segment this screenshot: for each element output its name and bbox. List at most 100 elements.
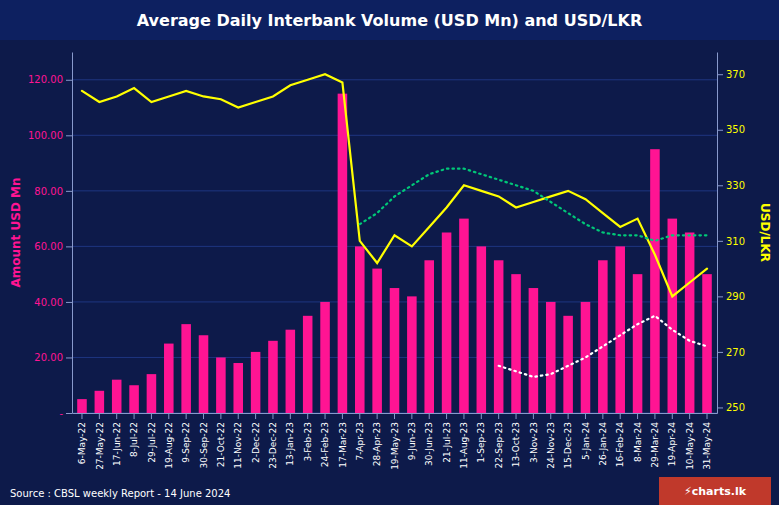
x-tick-label: 2-Dec-22 <box>251 422 261 463</box>
x-tick-mark <box>585 413 586 419</box>
x-tick: 7-Apr-23 <box>355 413 365 460</box>
chart: Average Daily Interbank Volume (USD Mn) … <box>0 0 779 505</box>
x-tick: 10-May-24 <box>685 413 695 470</box>
y-tick-mark <box>66 80 72 81</box>
bar <box>320 302 330 413</box>
y-tick-mark <box>66 413 72 414</box>
bar <box>494 260 504 413</box>
y2-tick-label: 270 <box>726 347 745 358</box>
y2-tick-mark <box>717 130 723 131</box>
bar <box>529 288 539 413</box>
x-tick-mark <box>186 413 187 419</box>
bar <box>95 391 105 413</box>
y-axis-title: Amount USD Mn <box>9 177 23 287</box>
x-tick: 13-Oct-23 <box>511 413 521 467</box>
x-tick-label: 19-Apr-24 <box>667 422 677 466</box>
title-band <box>0 0 779 40</box>
y2-tick-label: 370 <box>726 69 745 80</box>
bar <box>147 374 157 413</box>
x-tick-label: 15-Dec-23 <box>563 422 573 469</box>
bar <box>77 399 87 413</box>
bar <box>511 274 521 413</box>
bar <box>129 385 139 413</box>
plot-area: 6-May-22 27-May-22 17-Jun-22 8-Jul-22 29-Jul… <box>28 53 745 470</box>
bar <box>338 94 348 413</box>
x-tick-mark <box>498 413 499 419</box>
x-tick-mark <box>689 413 690 419</box>
bar <box>251 352 261 413</box>
y2-tick: 370 <box>717 69 745 80</box>
x-tick-mark <box>429 413 430 419</box>
bar <box>286 330 296 413</box>
x-tick: 24-Feb-23 <box>320 413 330 467</box>
bar <box>685 233 695 414</box>
x-tick-label: 13-Jan-23 <box>285 422 295 466</box>
x-tick: 3-Nov-23 <box>529 413 539 463</box>
x-axis: 6-May-22 27-May-22 17-Jun-22 8-Jul-22 29-Jul… <box>73 413 718 470</box>
x-tick-label: 11-Aug-23 <box>459 422 469 469</box>
y-tick-label: 120.00 <box>28 74 63 85</box>
y-tick: 120.00 <box>28 74 72 85</box>
x-tick-mark <box>620 413 621 419</box>
x-tick-mark <box>359 413 360 419</box>
bar <box>372 269 382 413</box>
x-tick-label: 3-Feb-23 <box>303 422 313 462</box>
y2-tick-label: 350 <box>726 124 745 135</box>
y2-tick-mark <box>717 74 723 75</box>
bar <box>216 357 226 413</box>
x-tick-mark <box>654 413 655 419</box>
y2-tick: 330 <box>717 180 745 191</box>
x-tick-label: 7-Apr-23 <box>355 422 365 460</box>
x-tick-label: 24-Nov-23 <box>546 422 556 469</box>
x-tick-label: 8-Jul-22 <box>129 422 139 457</box>
x-tick: 6-May-22 <box>77 413 87 464</box>
y2-tick-label: 310 <box>726 236 745 247</box>
x-tick-mark <box>411 413 412 419</box>
x-tick-label: 13-Oct-23 <box>511 422 521 467</box>
y2-tick-label: 330 <box>726 180 745 191</box>
x-tick: 21-Jul-23 <box>442 413 452 463</box>
logo-text: ⚡charts.lk <box>684 485 747 498</box>
bar <box>615 246 625 413</box>
x-tick-mark <box>342 413 343 419</box>
y-tick: 100.00 <box>28 130 72 141</box>
x-tick-label: 19-Aug-22 <box>164 422 174 469</box>
x-tick: 30-Sep-22 <box>199 413 209 468</box>
bar <box>199 335 209 413</box>
x-tick: 23-Dec-22 <box>268 413 278 469</box>
x-tick-mark <box>99 413 100 419</box>
x-tick-label: 31-May-24 <box>702 422 712 470</box>
x-tick: 17-Mar-23 <box>338 413 348 468</box>
x-tick-mark <box>220 413 221 419</box>
x-tick-label: 26-Jan-24 <box>598 422 608 466</box>
x-tick-label: 17-Jun-22 <box>112 422 122 466</box>
x-tick-mark <box>238 413 239 419</box>
x-tick: 3-Feb-23 <box>303 413 313 462</box>
y2-tick-mark <box>717 185 723 186</box>
bar <box>303 316 313 413</box>
bar <box>459 219 469 413</box>
x-tick: 1-Sep-23 <box>476 413 486 463</box>
x-tick-label: 27-May-22 <box>94 422 104 470</box>
x-tick-label: 22-Sep-23 <box>494 422 504 468</box>
bar <box>702 274 712 413</box>
bar <box>112 380 122 413</box>
x-tick: 30-Jun-23 <box>424 413 434 466</box>
title: Average Daily Interbank Volume (USD Mn) … <box>137 11 642 30</box>
bar <box>390 288 400 413</box>
y-axis-line <box>72 53 73 414</box>
x-tick: 19-Apr-24 <box>667 413 677 466</box>
x-tick: 11-Aug-23 <box>459 413 469 469</box>
y-tick-mark <box>66 135 72 136</box>
x-tick-label: 28-Apr-23 <box>372 422 382 466</box>
y2-tick-label: 250 <box>726 402 745 413</box>
x-tick: 29-Jul-22 <box>147 413 157 463</box>
x-tick: 28-Apr-23 <box>372 413 382 466</box>
y2-tick-mark <box>717 296 723 297</box>
x-tick-mark <box>602 413 603 419</box>
y-tick-label: 100.00 <box>28 130 63 141</box>
line <box>360 169 707 241</box>
y2-tick: 250 <box>717 402 745 413</box>
y2-axis: 250270290310330350370 <box>717 53 745 414</box>
bar <box>668 219 678 413</box>
